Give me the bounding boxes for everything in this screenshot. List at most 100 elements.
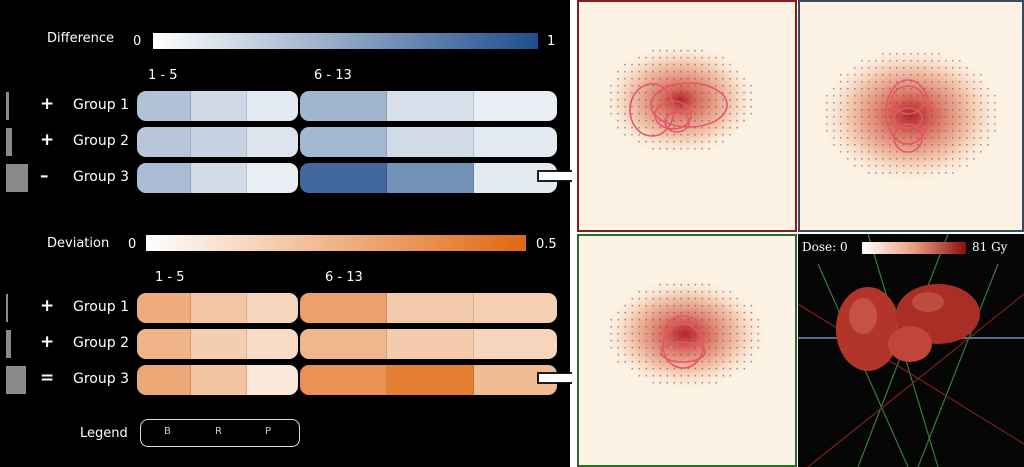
- level-indicator: [6, 294, 8, 322]
- dose-views: Dose: 0 81 Gy: [572, 0, 1024, 467]
- heat-cell[interactable]: [300, 329, 388, 359]
- dose-colorbar: [862, 242, 966, 254]
- panel-bottom-right: [798, 234, 1024, 467]
- heat-cell[interactable]: [137, 91, 192, 121]
- heat-cell[interactable]: [246, 163, 298, 193]
- heat-cell[interactable]: [137, 163, 192, 193]
- deviation-range-1: 1 - 5: [155, 270, 185, 285]
- heat-cell[interactable]: [473, 329, 557, 359]
- heat-cell[interactable]: [300, 127, 388, 157]
- heat-cell[interactable]: [300, 293, 388, 323]
- group-row[interactable]: + Group 2: [0, 127, 570, 157]
- dose-grid: [610, 49, 752, 150]
- heat-cell[interactable]: [473, 127, 557, 157]
- legend-label: Legend: [80, 426, 128, 441]
- segment-group-1-5[interactable]: [137, 293, 298, 323]
- group-label: Group 1: [73, 97, 129, 113]
- group-row[interactable]: + Group 1: [0, 293, 570, 323]
- heat-cell[interactable]: [191, 293, 247, 323]
- heat-cell[interactable]: [246, 365, 298, 395]
- level-indicator: [6, 164, 28, 192]
- heat-cell[interactable]: [246, 293, 298, 323]
- heat-cell[interactable]: [191, 91, 247, 121]
- deviation-min: 0: [128, 237, 137, 252]
- heat-cell[interactable]: [300, 91, 388, 121]
- group-label: Group 3: [73, 371, 129, 387]
- dose-cloud: [600, 276, 770, 392]
- dose-cloud: [815, 43, 1007, 187]
- heat-cell[interactable]: [246, 329, 298, 359]
- heat-cell[interactable]: [137, 127, 192, 157]
- heat-cell[interactable]: [137, 329, 192, 359]
- heat-cell[interactable]: [246, 127, 298, 157]
- panel-top-right: [798, 0, 1024, 232]
- heat-cell[interactable]: [191, 163, 247, 193]
- segment-group-6-13[interactable]: [300, 365, 557, 395]
- level-indicator: [6, 366, 26, 394]
- deviation-max: 0.5: [536, 237, 557, 252]
- legend-item-p: P: [265, 426, 272, 437]
- legend-item-b: B: [164, 426, 171, 437]
- deviation-range-2: 6 - 13: [325, 270, 363, 285]
- heat-cell[interactable]: [300, 163, 388, 193]
- heat-cell[interactable]: [191, 329, 247, 359]
- heat-cell[interactable]: [137, 293, 192, 323]
- group-label: Group 2: [73, 335, 129, 351]
- segment-group-1-5[interactable]: [137, 329, 298, 359]
- difference-range-1: 1 - 5: [148, 68, 178, 83]
- dose-grid: [825, 52, 996, 174]
- legend-box[interactable]: B R P: [140, 419, 300, 447]
- group-label: Group 2: [73, 133, 129, 149]
- organ-3d-model: [836, 284, 980, 371]
- group-label: Group 3: [73, 169, 129, 185]
- group-row[interactable]: + Group 2: [0, 329, 570, 359]
- panel-bottom-left: [577, 234, 797, 467]
- expand-toggle[interactable]: +: [40, 130, 55, 150]
- group-row[interactable]: + Group 1: [0, 91, 570, 121]
- heat-cell[interactable]: [191, 127, 247, 157]
- expand-toggle[interactable]: –: [40, 166, 49, 186]
- group-row[interactable]: – Group 3: [0, 163, 570, 193]
- heat-cell[interactable]: [387, 365, 474, 395]
- heat-cell[interactable]: [387, 127, 474, 157]
- expand-toggle[interactable]: +: [40, 296, 55, 316]
- deviation-colorbar: [146, 235, 526, 251]
- heat-cell[interactable]: [387, 329, 474, 359]
- segment-group-6-13[interactable]: [300, 163, 557, 193]
- comparison-panel: Difference 0 1 1 - 5 6 - 13 + Group 1 + Gro…: [0, 0, 570, 467]
- heat-cell[interactable]: [300, 365, 388, 395]
- difference-max: 1: [547, 34, 556, 49]
- heat-cell[interactable]: [246, 91, 298, 121]
- expand-toggle[interactable]: =: [40, 368, 55, 388]
- group-row[interactable]: = Group 3: [0, 365, 570, 395]
- segment-group-6-13[interactable]: [300, 91, 557, 121]
- segment-group-6-13[interactable]: [300, 127, 557, 157]
- heat-cell[interactable]: [137, 365, 192, 395]
- dose-cloud: [600, 42, 760, 158]
- segment-group-1-5[interactable]: [137, 365, 298, 395]
- difference-min: 0: [133, 34, 142, 49]
- segment-group-6-13[interactable]: [300, 293, 557, 323]
- heat-cell[interactable]: [387, 91, 474, 121]
- organ-contours: [660, 315, 706, 369]
- group-label: Group 1: [73, 299, 129, 315]
- segment-group-1-5[interactable]: [137, 127, 298, 157]
- heat-cell[interactable]: [473, 91, 557, 121]
- heat-cell[interactable]: [387, 163, 474, 193]
- heat-cell[interactable]: [387, 293, 474, 323]
- segment-group-6-13[interactable]: [300, 329, 557, 359]
- difference-range-2: 6 - 13: [314, 68, 352, 83]
- difference-colorbar: [153, 33, 538, 49]
- deviation-label: Deviation: [47, 236, 110, 251]
- difference-label: Difference: [47, 31, 115, 46]
- dose-max: 81 Gy: [972, 240, 1008, 254]
- heat-cell[interactable]: [473, 293, 557, 323]
- segment-group-1-5[interactable]: [137, 163, 298, 193]
- expand-toggle[interactable]: +: [40, 332, 55, 352]
- level-indicator: [6, 128, 12, 156]
- dose-label: Dose: 0: [802, 240, 848, 254]
- expand-toggle[interactable]: +: [40, 94, 55, 114]
- heat-cell[interactable]: [191, 365, 247, 395]
- organ-contours: [629, 82, 728, 137]
- segment-group-1-5[interactable]: [137, 91, 298, 121]
